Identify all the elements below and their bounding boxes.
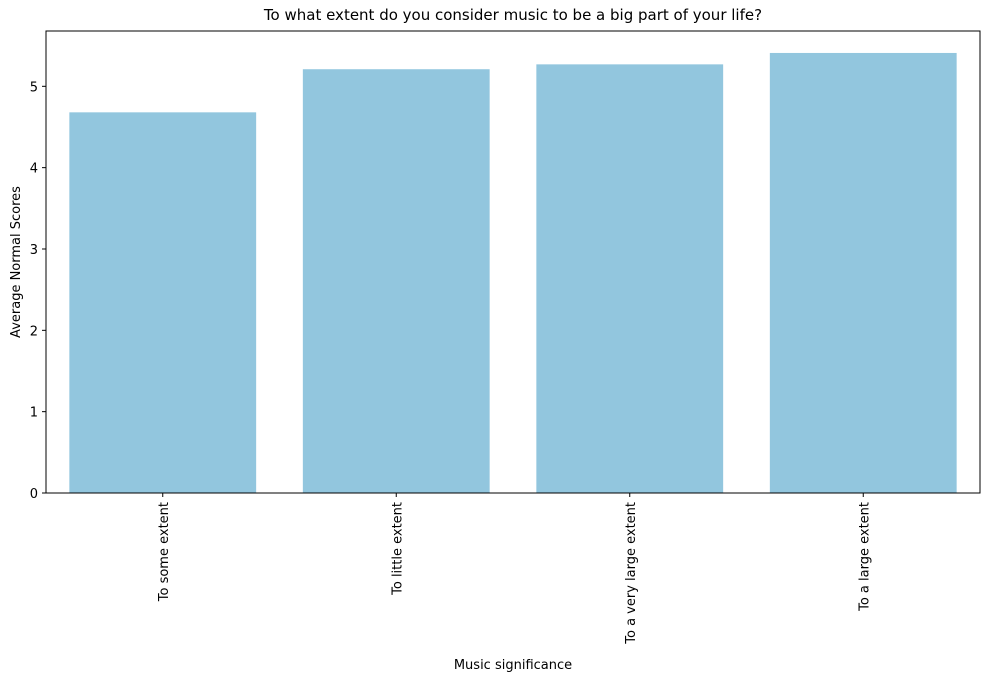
x-axis-label: Music significance	[454, 658, 572, 673]
x-tick-label: To a very large extent	[624, 502, 639, 645]
bar	[769, 52, 957, 493]
y-tick-label: 5	[30, 80, 38, 95]
plot-frame	[45, 30, 981, 494]
bar	[302, 69, 490, 493]
y-tick-label: 3	[30, 243, 38, 258]
chart-title: To what extent do you consider music to …	[263, 6, 762, 24]
y-tick-label: 4	[30, 162, 38, 177]
y-tick-label: 2	[30, 324, 38, 339]
x-axis-ticks: To some extent To little extent To a very …	[157, 493, 872, 645]
y-tick-label: 1	[30, 406, 38, 421]
bar	[536, 64, 724, 493]
x-tick-label: To a large extent	[857, 502, 872, 612]
x-tick-label: To some extent	[157, 502, 172, 602]
x-tick-label: To little extent	[390, 502, 405, 596]
bars-group	[69, 52, 957, 494]
y-axis-ticks: 0 1 2 3 4 5	[30, 80, 46, 502]
bar	[69, 112, 257, 494]
y-tick-label: 0	[30, 487, 38, 502]
y-axis-label: Average Normal Scores	[9, 186, 24, 338]
